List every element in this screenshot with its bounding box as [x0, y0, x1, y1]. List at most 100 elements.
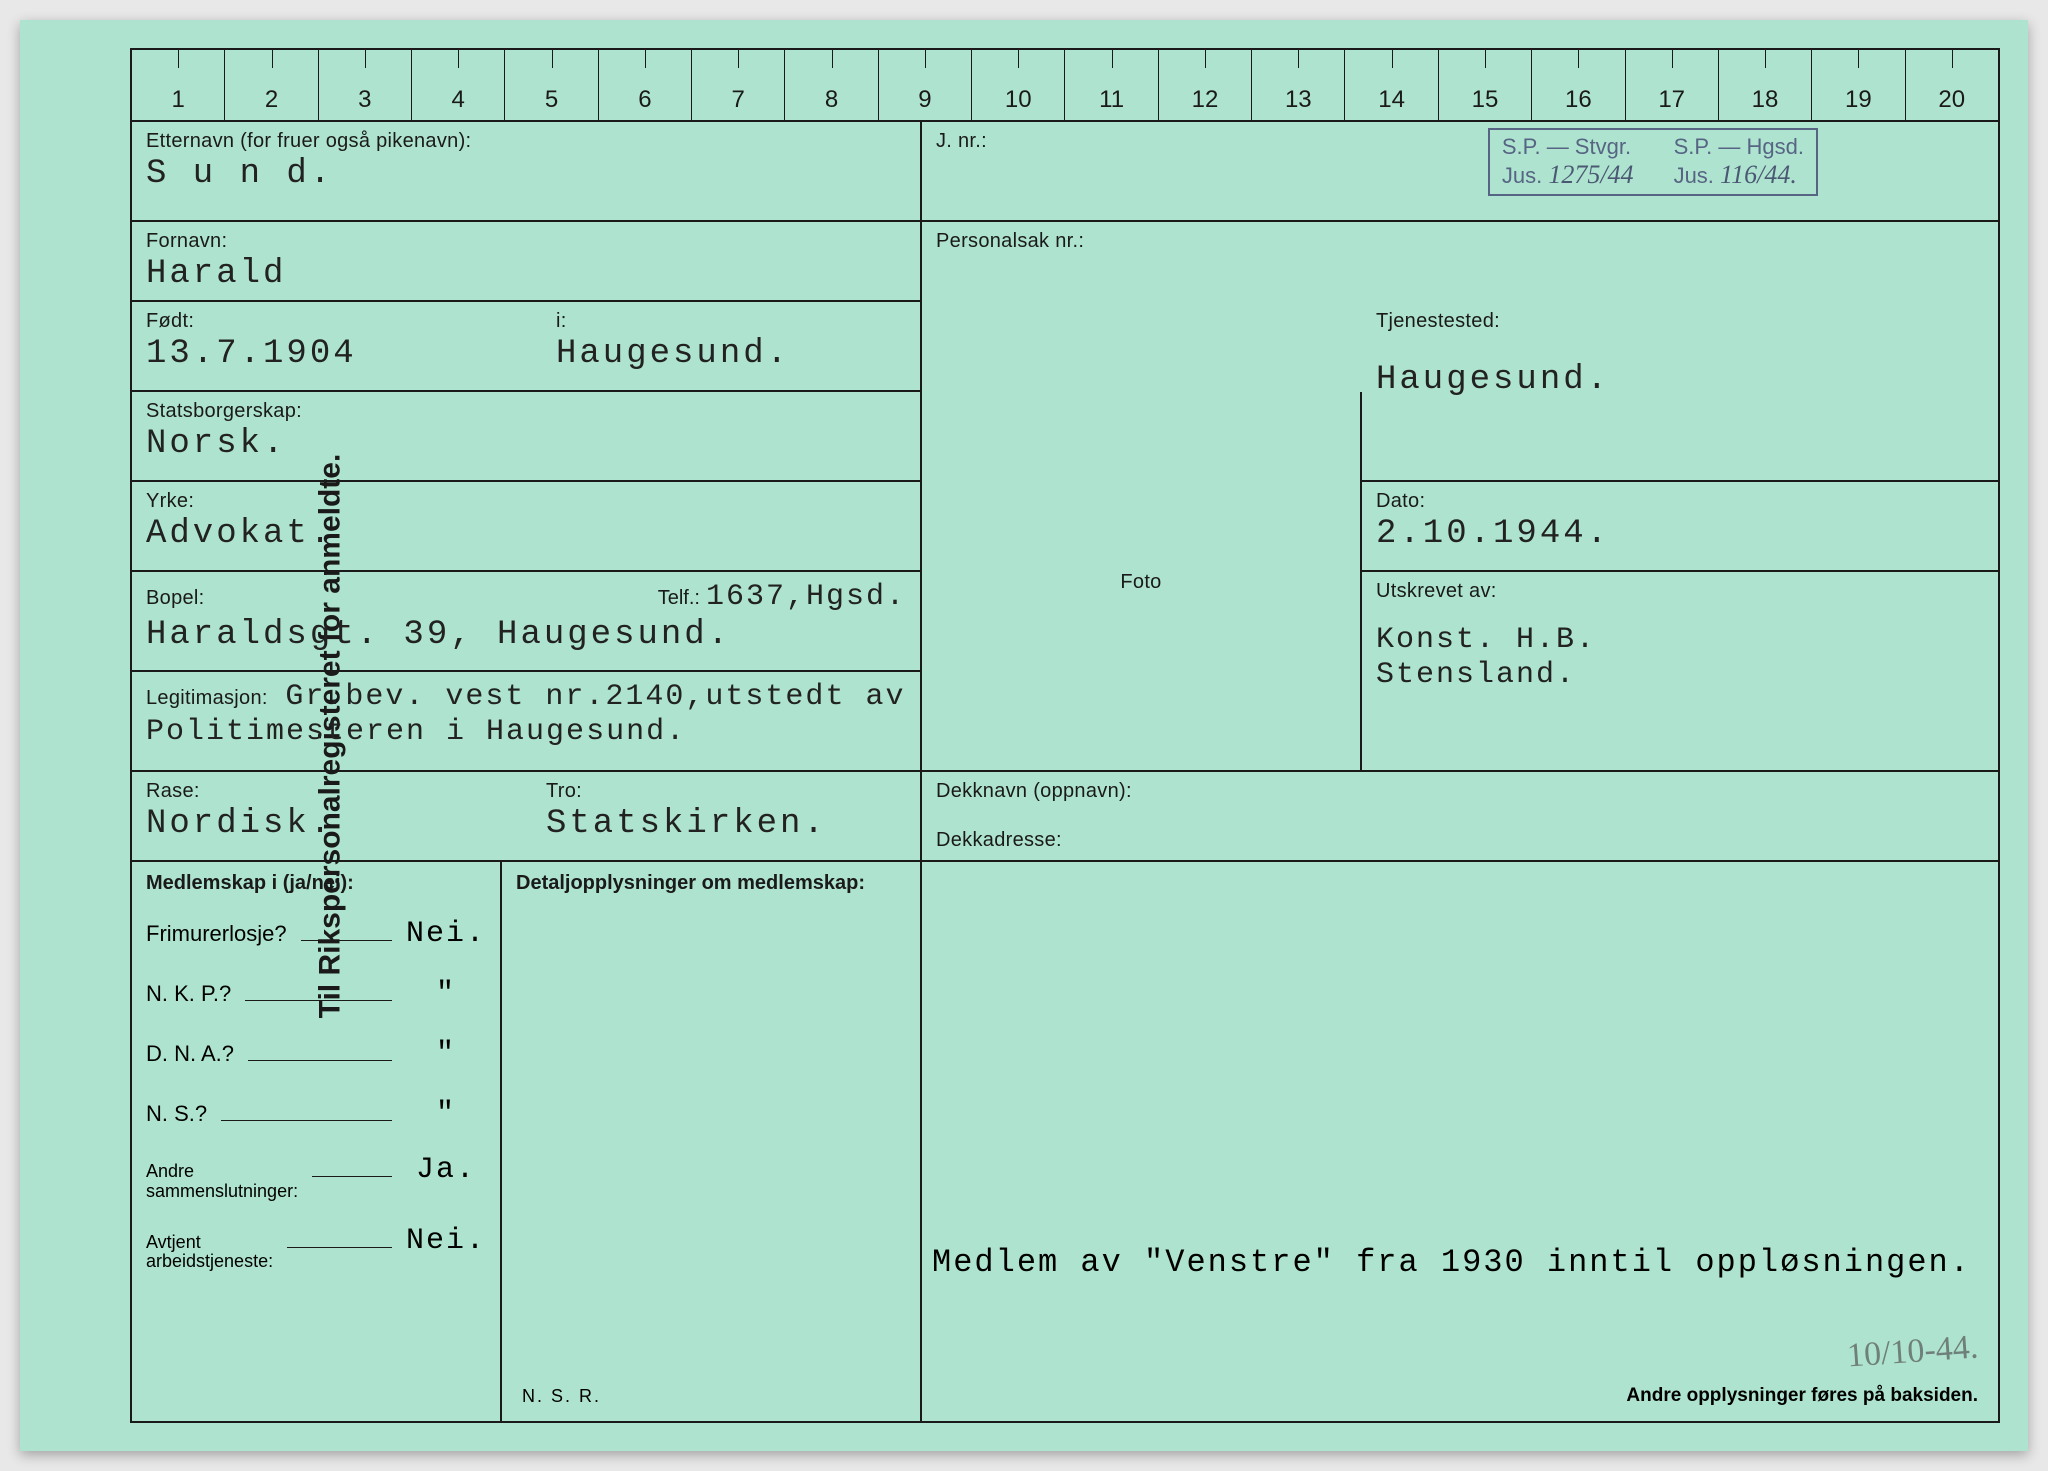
value-tjenestested: Haugesund. — [1376, 361, 1984, 399]
ruler-cell: 12 — [1159, 50, 1252, 120]
handwritten-date: 10/10-44. — [1846, 1328, 1980, 1375]
label-statsborgerskap: Statsborgerskap: — [146, 400, 906, 423]
membership-row-label: Frimurerlosje? — [146, 921, 287, 947]
field-bopel: Bopel: Telf.: 1637,Hgsd. Haraldsgt. 39, … — [132, 572, 922, 672]
value-andre: Ja. — [406, 1153, 486, 1187]
ruler-row: 1234567891011121314151617181920 — [132, 50, 1998, 122]
value-rase: Nordisk. — [146, 805, 506, 843]
field-yrke: Yrke: Advokat. — [132, 482, 922, 572]
membership-row-value: " — [406, 1097, 486, 1131]
ruler-cell: 9 — [879, 50, 972, 120]
label-fodt: Født: — [146, 310, 496, 333]
membership-row: D. N. A.? " — [146, 1037, 486, 1071]
details-text: Medlem av "Venstre" fra 1930 inntil oppl… — [932, 1244, 1988, 1281]
value-avtjent: Nei. — [406, 1224, 486, 1258]
label-telf: Telf.: — [658, 587, 700, 610]
stamp-left: S.P. — Stvgr. Jus. 1275/44 — [1502, 134, 1634, 190]
membership-row: N. K. P.?" — [146, 977, 486, 1011]
stamp-right-label: S.P. — Hgsd. — [1674, 134, 1804, 159]
dotline — [312, 1157, 392, 1177]
ruler-cell: 2 — [225, 50, 318, 120]
ruler-cell: 8 — [785, 50, 878, 120]
ruler-cell: 3 — [319, 50, 412, 120]
value-etternavn: S u n d. — [146, 155, 906, 193]
stamp-right-line2-label: Jus. — [1674, 163, 1714, 188]
ruler-cell: 6 — [599, 50, 692, 120]
membership-row-label: N. K. P.? — [146, 981, 231, 1007]
ruler-cell: 4 — [412, 50, 505, 120]
dotline — [301, 921, 392, 941]
field-legitimasjon: Legitimasjon: Gr.bev. vest nr.2140,utste… — [132, 672, 922, 772]
field-fodt: Født: 13.7.1904 i: Haugesund. — [132, 302, 922, 392]
stamp-left-label: S.P. — Stvgr. — [1502, 134, 1631, 159]
label-fornavn: Fornavn: — [146, 230, 906, 253]
value-dato: 2.10.1944. — [1376, 515, 1984, 553]
ruler-cell: 18 — [1719, 50, 1812, 120]
field-statsborgerskap: Statsborgerskap: Norsk. — [132, 392, 922, 482]
nsr-mark: N. S. R. — [522, 1386, 601, 1407]
membership-row-label: D. N. A.? — [146, 1041, 234, 1067]
dotline — [248, 1041, 392, 1061]
ruler-cell: 15 — [1439, 50, 1532, 120]
ruler-cell: 20 — [1906, 50, 1998, 120]
field-tjenestested: Tjenestested: Haugesund. — [1362, 302, 1998, 482]
value-fodt-i: Haugesund. — [556, 335, 906, 373]
value-yrke: Advokat. — [146, 515, 906, 553]
label-rase: Rase: — [146, 780, 506, 803]
membership-rows: Frimurerlosje?Nei.N. K. P.?"D. N. A.?"N.… — [146, 917, 486, 1131]
label-tro: Tro: — [546, 780, 906, 803]
membership-row-value: " — [406, 1037, 486, 1071]
value-telf: 1637,Hgsd. — [706, 580, 906, 614]
value-utskrevet: Konst. H.B. Stensland. — [1376, 623, 1984, 692]
field-rase-tro: Rase: Nordisk. Tro: Statskirken. — [132, 772, 922, 862]
stamp-right: S.P. — Hgsd. Jus. 116/44. — [1674, 134, 1804, 190]
label-personalsak: Personalsak nr.: — [936, 230, 1984, 253]
bottom-right-block: Medlem av "Venstre" fra 1930 inntil oppl… — [922, 862, 1998, 1421]
ruler-cell: 16 — [1532, 50, 1625, 120]
field-fornavn: Fornavn: Harald — [132, 222, 922, 302]
label-yrke: Yrke: — [146, 490, 906, 513]
ruler-cell: 17 — [1626, 50, 1719, 120]
footer-note: Andre opplysninger føres på baksiden. — [1626, 1385, 1978, 1407]
label-avtjent: Avtjent arbeidstjeneste: — [146, 1233, 273, 1273]
dotline — [221, 1101, 392, 1121]
details-column: Detaljopplysninger om medlemskap: N. S. … — [502, 862, 920, 1421]
label-dekknavn: Dekknavn (oppnavn): — [936, 780, 1984, 803]
value-tro: Statskirken. — [546, 805, 906, 843]
dotline — [245, 981, 392, 1001]
label-detaljopplysninger: Detaljopplysninger om medlemskap: — [516, 872, 865, 894]
record-card: Til Rikspersonalregisteret for anmeldte.… — [20, 20, 2028, 1451]
label-etternavn: Etternavn (for fruer også pikenavn): — [146, 130, 906, 153]
field-dekknavn: Dekknavn (oppnavn): Dekkadresse: — [922, 772, 1998, 862]
membership-row-label: N. S.? — [146, 1101, 207, 1127]
ruler-cell: 10 — [972, 50, 1065, 120]
card-frame: 1234567891011121314151617181920 Etternav… — [130, 48, 2000, 1423]
ruler-cell: 19 — [1812, 50, 1905, 120]
stamp-left-value: 1275/44 — [1548, 160, 1633, 189]
value-statsborgerskap: Norsk. — [146, 425, 906, 463]
bottom-left-block: Medlemskap i (ja/nei): Frimurerlosje?Nei… — [132, 862, 922, 1421]
label-bopel: Bopel: — [146, 587, 205, 610]
label-dekkadresse: Dekkadresse: — [936, 829, 1984, 852]
ruler-cell: 13 — [1252, 50, 1345, 120]
membership-row: Frimurerlosje?Nei. — [146, 917, 486, 951]
label-jnr: J. nr.: — [936, 130, 1984, 153]
ruler-cell: 14 — [1345, 50, 1438, 120]
label-foto: Foto — [1120, 571, 1161, 594]
label-tjenestested: Tjenestested: — [1376, 310, 1984, 333]
label-dato: Dato: — [1376, 490, 1984, 513]
field-dato: Dato: 2.10.1944. — [1362, 482, 1998, 572]
label-fodt-i: i: — [556, 310, 906, 333]
field-foto: Foto — [922, 392, 1362, 772]
value-fornavn: Harald — [146, 255, 906, 293]
field-utskrevet: Utskrevet av: Konst. H.B. Stensland. — [1362, 572, 1998, 772]
label-medlemskap: Medlemskap i (ja/nei): — [146, 872, 486, 895]
row-avtjent: Avtjent arbeidstjeneste: Nei. — [146, 1224, 486, 1273]
field-jnr: J. nr.: S.P. — Stvgr. Jus. 1275/44 S.P. … — [922, 122, 1998, 222]
membership-row: N. S.? " — [146, 1097, 486, 1131]
value-fodt: 13.7.1904 — [146, 335, 496, 373]
dotline — [287, 1228, 392, 1248]
membership-column: Medlemskap i (ja/nei): Frimurerlosje?Nei… — [132, 862, 502, 1421]
ruler-cell: 5 — [505, 50, 598, 120]
stamp-left-line2-label: Jus. — [1502, 163, 1542, 188]
